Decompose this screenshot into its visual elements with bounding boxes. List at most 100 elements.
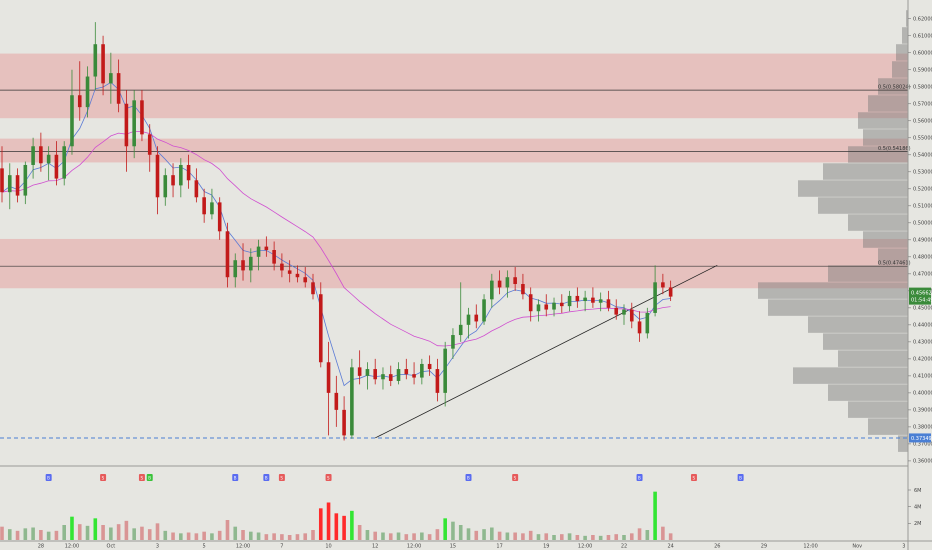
price-tick-label: 0.36000 (913, 459, 932, 465)
volume-bar (521, 533, 525, 540)
signal-label: B (467, 476, 470, 481)
candle-body (435, 369, 440, 393)
time-tick-label: Oct (107, 544, 116, 550)
time-tick-label: 26 (714, 544, 720, 550)
signal-marker (146, 474, 153, 481)
volume-bar (272, 533, 276, 540)
price-tick-label: 0.41000 (913, 374, 932, 380)
profile-bar (896, 44, 908, 61)
candle-body (241, 260, 245, 271)
level-label: 0.5(0.58024) (878, 85, 911, 91)
candle-body (583, 297, 587, 302)
volume-bar (482, 529, 486, 540)
price-tick-label: 0.59000 (913, 68, 932, 74)
volume-bar (560, 534, 564, 540)
volume-bar (186, 532, 191, 540)
candle-body (171, 175, 175, 186)
volume-axis: 2M 4M 6M (908, 488, 922, 527)
price-tick-label: 0.51000 (913, 204, 932, 210)
volume-profile (758, 10, 908, 452)
candle-body (567, 295, 572, 307)
signal-label: B (234, 476, 237, 481)
volume-bar (194, 533, 199, 540)
candle-body (23, 164, 28, 196)
candle-body (225, 231, 230, 278)
profile-bar (868, 95, 908, 112)
volume-bar (357, 525, 362, 540)
volume-bar (598, 535, 603, 540)
candle-body (93, 44, 98, 77)
volume-bar (661, 526, 665, 540)
candle-body (521, 284, 525, 295)
candle-body (272, 250, 276, 264)
volume-bar (101, 525, 105, 540)
candle-body (645, 312, 650, 334)
candle-body (482, 299, 486, 322)
price-tick-label: 0.56000 (913, 119, 932, 125)
candle-body (186, 164, 191, 181)
volume-bar (513, 532, 517, 540)
candle-body (85, 76, 90, 108)
volume-bar (77, 524, 82, 540)
candle-body (179, 164, 183, 186)
price-tick-label: 0.57000 (913, 102, 932, 108)
volume-bar (381, 532, 385, 540)
volume-bar (637, 528, 642, 540)
candle-body (528, 294, 533, 312)
candle-body (326, 362, 331, 393)
volume-bar (93, 518, 98, 540)
signal-label: S (514, 476, 517, 481)
trendline-segment (375, 264, 718, 439)
volume-bar (109, 527, 113, 540)
candle-body (202, 197, 206, 215)
candle-body (101, 44, 105, 84)
signal-label: S (140, 476, 143, 481)
candle-body (357, 367, 362, 376)
candle-body (513, 277, 517, 285)
profile-bar (848, 401, 908, 418)
candle-body (458, 324, 463, 336)
volume-bar (15, 530, 20, 540)
signal-marker (263, 474, 270, 481)
profile-bar (898, 435, 908, 452)
price-tick-label: 0.54000 (913, 153, 932, 159)
volume-bar (396, 532, 401, 540)
candle-body (334, 392, 339, 410)
volume-bar (225, 520, 230, 540)
trendline[interactable] (375, 264, 718, 439)
candle-body (70, 95, 74, 147)
candle-body (303, 277, 308, 283)
price-tick-label: 0.60000 (913, 51, 932, 57)
candle-body (490, 280, 494, 300)
candle-body (280, 263, 284, 271)
time-tick-label: 17 (496, 544, 502, 550)
candle-body (350, 367, 354, 436)
volume-bar (264, 534, 269, 540)
volume-bar (342, 515, 346, 540)
volume-bar (140, 526, 144, 540)
profile-bar (818, 197, 908, 214)
volume-bar (443, 518, 447, 540)
candle-body (109, 73, 113, 84)
volume-bar (567, 533, 572, 540)
profile-bar (878, 248, 908, 265)
candle-body (147, 134, 152, 155)
signal-label: S (280, 476, 283, 481)
signal-marker (45, 474, 52, 481)
time-tick-label: 19 (543, 544, 549, 550)
candle-body (217, 202, 222, 232)
price-tick-label: 0.49000 (913, 238, 932, 244)
volume-bar (373, 531, 377, 540)
volume-bar (311, 530, 315, 540)
profile-bar (793, 367, 908, 384)
price-tick-label: 0.58000 (913, 85, 932, 91)
candle-body (466, 314, 471, 325)
candle-body (163, 175, 168, 198)
volume-bar (575, 535, 580, 540)
signal-marker (278, 474, 285, 481)
volume-bar (217, 530, 222, 540)
support-box-bg (909, 433, 931, 443)
profile-bar (768, 299, 908, 316)
volume-bar (249, 531, 253, 540)
